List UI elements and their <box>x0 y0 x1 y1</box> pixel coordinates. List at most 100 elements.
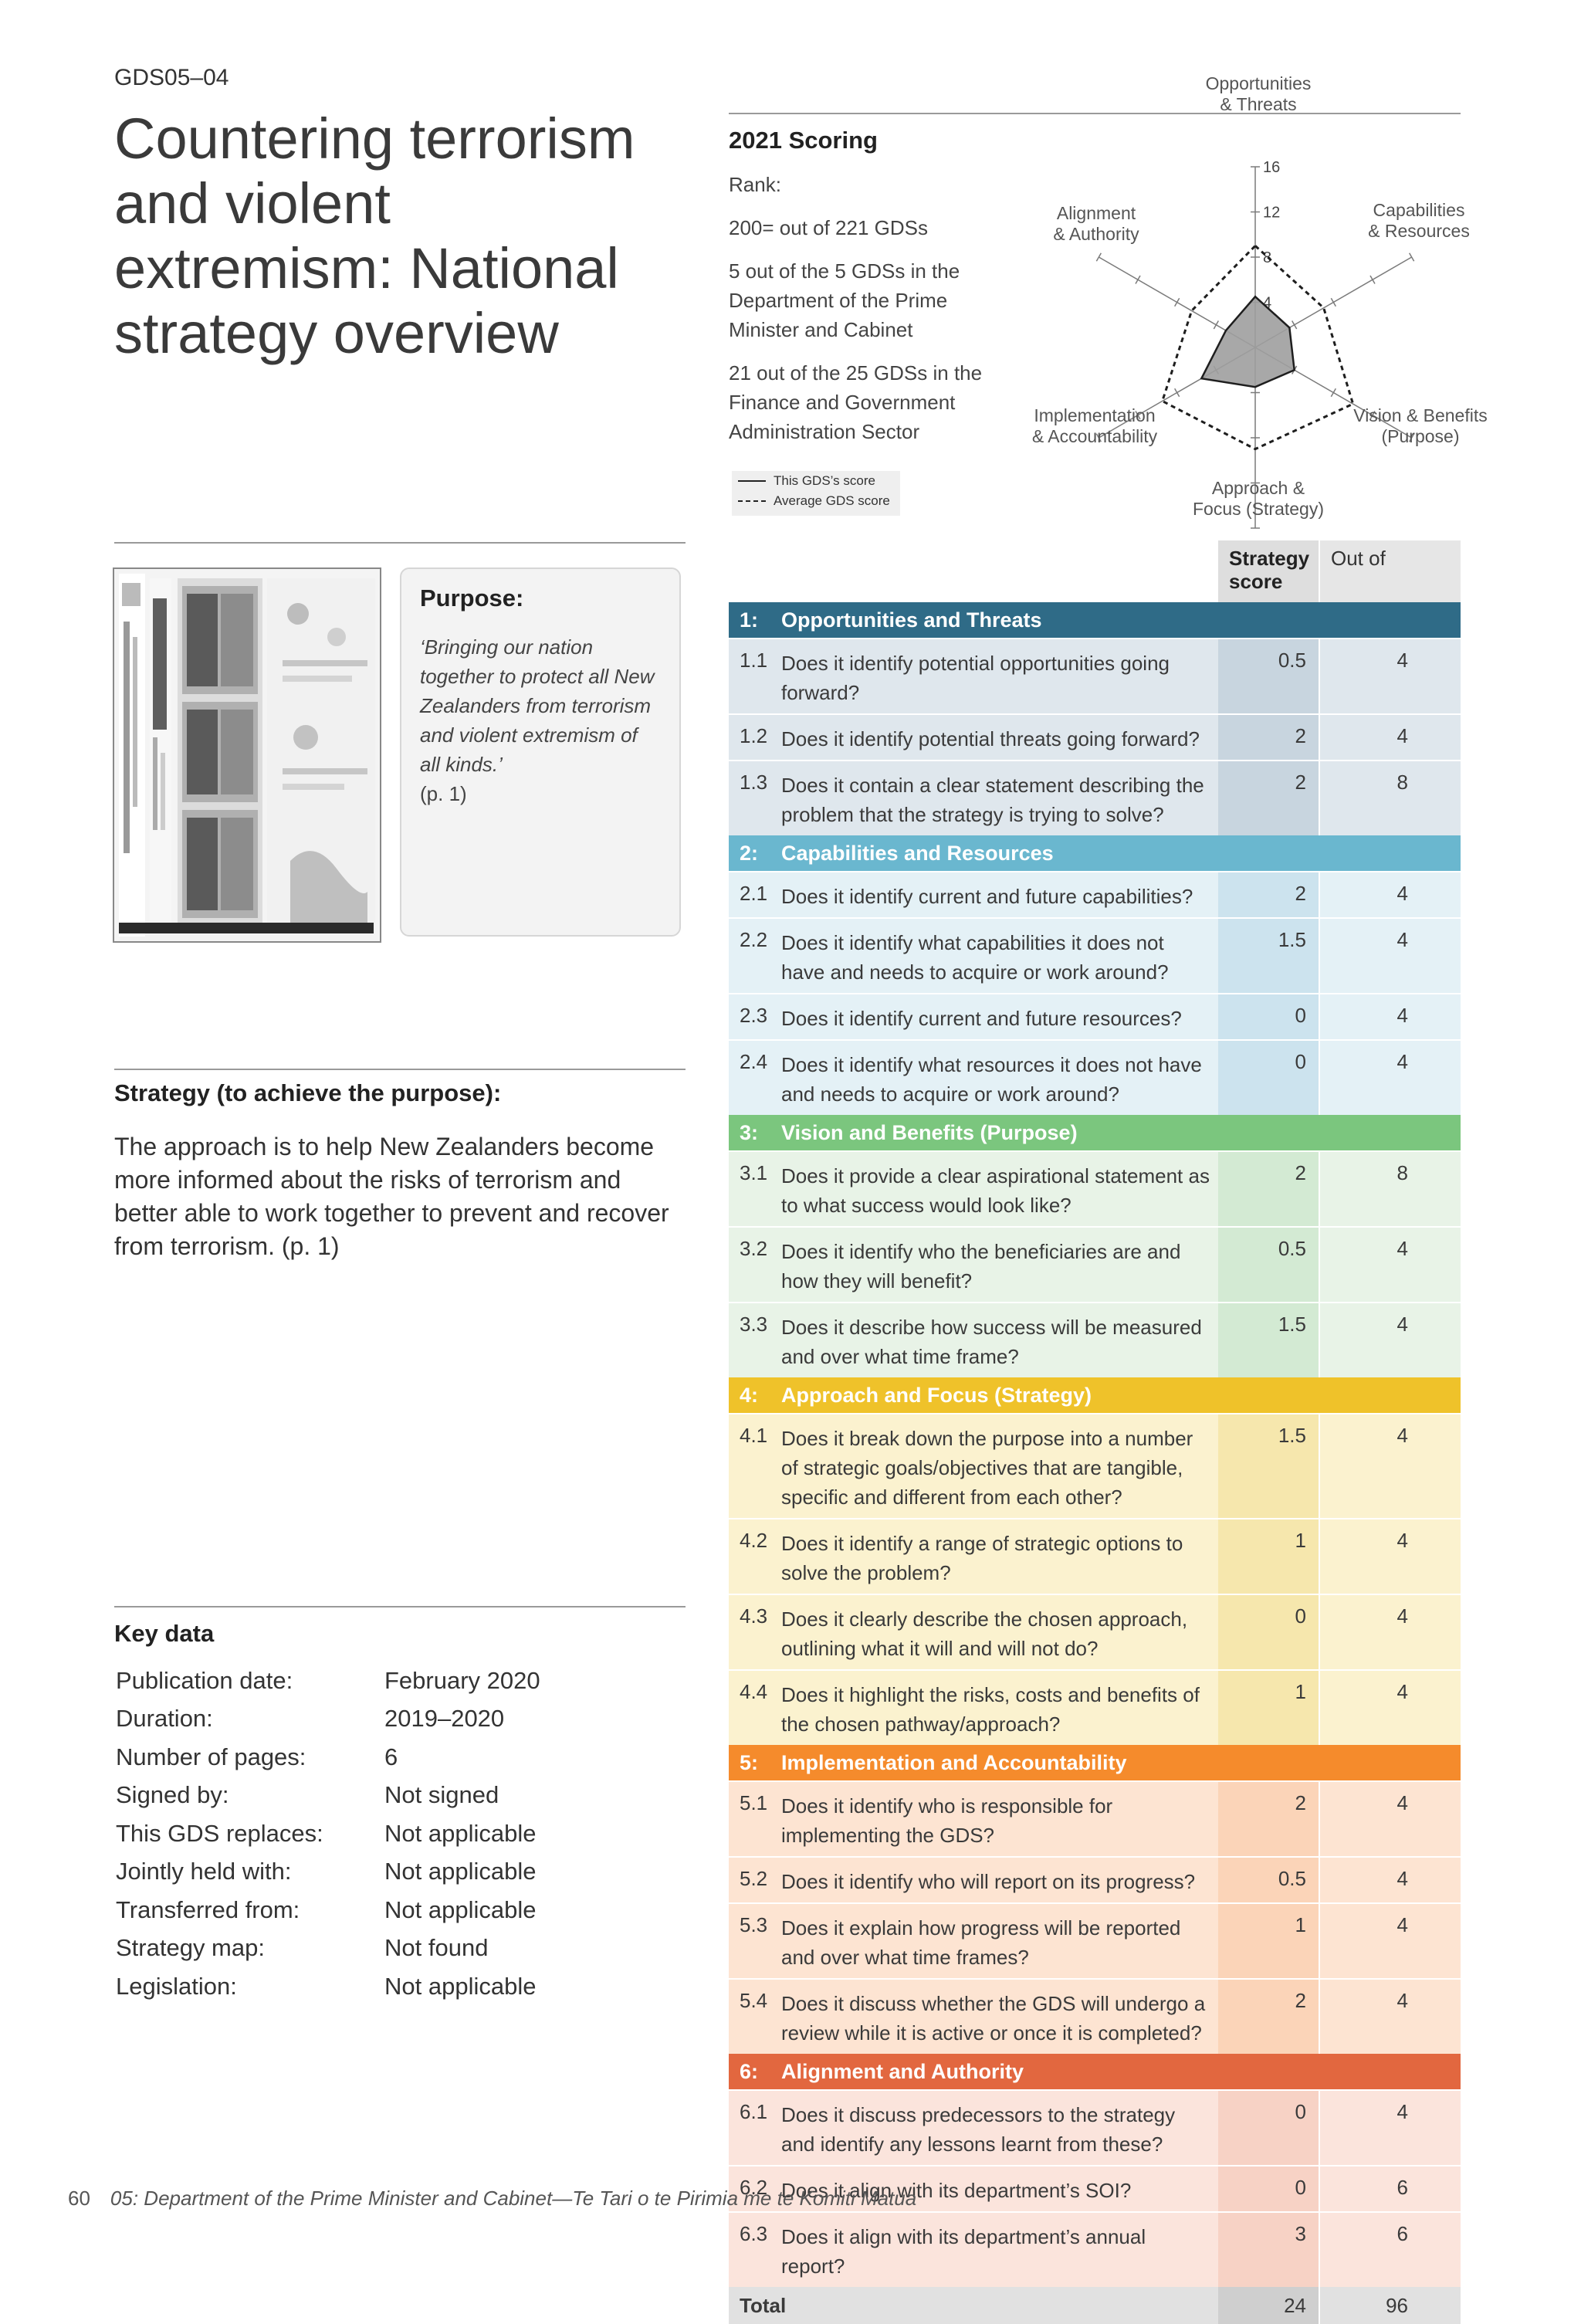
section-title: Capabilities and Resources <box>781 841 1054 865</box>
key-data-row: Signed by: Not signed <box>116 1777 672 1815</box>
radar-axis-label: Implementation & Accountability <box>1032 405 1158 446</box>
table-row: 5.1 Does it identify who is responsible f… <box>729 1780 1461 1857</box>
rank-label: Rank: <box>729 173 781 196</box>
radar-tick-mark <box>1095 252 1102 262</box>
section-header-row: 2: Capabilities and Resources <box>729 835 1461 872</box>
cell-gap <box>1319 1594 1320 1670</box>
key-data-value: Not applicable <box>384 1972 537 2000</box>
section-title: Opportunities and Threats <box>781 608 1042 632</box>
out-of-score: 4 <box>1320 1856 1419 1903</box>
strategy-score: 2 <box>1218 1978 1319 2054</box>
cell-pad <box>1419 2089 1461 2166</box>
total-score: 24 <box>1218 2287 1319 2324</box>
cell-pad <box>1419 1594 1461 1670</box>
table-row: 1.2 Does it identify potential threats go… <box>729 713 1461 761</box>
score-table-container: Strategy score Out of 1: Opportunities an… <box>729 540 1461 2324</box>
cell-gap <box>1319 1902 1320 1979</box>
column-header-out-of: Out of <box>1320 540 1461 602</box>
question-number: 2.1 <box>729 871 781 918</box>
question-text: Does it highlight the risks, costs and b… <box>781 1669 1218 1745</box>
question-text: Does it discuss whether the GDS will und… <box>781 1978 1218 2054</box>
key-data-label: Number of pages: <box>116 1743 306 1770</box>
question-text: Does it identify potential threats going… <box>781 713 1218 761</box>
radar-tick-mark <box>1174 297 1180 307</box>
question-text: Does it break down the purpose into a nu… <box>781 1413 1218 1519</box>
cell-pad <box>1419 2211 1461 2287</box>
out-of-score: 4 <box>1320 1902 1419 1979</box>
strategy-score: 3 <box>1218 2211 1319 2287</box>
cell-pad <box>1419 2165 1461 2212</box>
out-of-score: 4 <box>1320 1413 1419 1519</box>
radar-axis-label-line: & Accountability <box>1032 426 1158 446</box>
key-data-value: February 2020 <box>384 1666 540 1694</box>
question-text: Does it explain how progress will be rep… <box>781 1902 1218 1979</box>
question-text: Does it discuss predecessors to the stra… <box>781 2089 1218 2166</box>
table-row: 3.3 Does it describe how success will be … <box>729 1302 1461 1377</box>
section-number: 3: <box>740 1120 759 1144</box>
question-text: Does it describe how success will be mea… <box>781 1302 1218 1377</box>
purpose-page-ref: (p. 1) <box>420 782 467 805</box>
cell-pad <box>1419 1150 1461 1227</box>
question-text: Does it identify what capabilities it do… <box>781 917 1218 994</box>
radar-axis-label-line: & Resources <box>1368 221 1470 241</box>
strategy-score: 0 <box>1218 2165 1319 2212</box>
cell-pad <box>1419 638 1461 714</box>
cell-gap <box>1319 1669 1320 1745</box>
key-data-list: Publication date: February 2020 Duration: 2… <box>116 1662 672 2006</box>
question-number: 3.2 <box>729 1226 781 1303</box>
radar-axis-label-line: Implementation <box>1034 405 1155 425</box>
table-row: 2.3 Does it identify current and future r… <box>729 993 1461 1040</box>
legend-item-this: This GDS’s score <box>732 471 900 491</box>
question-text: Does it identify who will report on its … <box>781 1856 1218 1903</box>
table-row: 2.1 Does it identify current and future c… <box>729 871 1461 918</box>
cell-pad <box>1419 2287 1461 2324</box>
strategy-score: 1.5 <box>1218 1413 1319 1519</box>
key-data-label: Signed by: <box>116 1781 229 1809</box>
out-of-score: 8 <box>1320 760 1419 835</box>
key-data-label: Duration: <box>116 1705 213 1733</box>
radar-tick-label: 4 <box>1263 295 1271 312</box>
purpose-quote: ‘Bringing our nation together to protect… <box>420 635 655 776</box>
question-text: Does it identify who the beneficiaries a… <box>781 1226 1218 1303</box>
strategy-score: 2 <box>1218 1150 1319 1227</box>
radar-tick-mark <box>1330 297 1336 307</box>
strategy-score: 1.5 <box>1218 917 1319 994</box>
page-title: Countering terrorism and violent extremi… <box>114 107 635 365</box>
radar-tick-label: 16 <box>1263 159 1280 176</box>
total-label: Total <box>729 2287 1218 2324</box>
section-header-row: 1: Opportunities and Threats <box>729 602 1461 639</box>
purpose-heading: Purpose: <box>420 584 524 611</box>
table-row: 3.1 Does it provide a clear aspirational … <box>729 1150 1461 1227</box>
radar-axis-label-line: & Threats <box>1220 94 1296 114</box>
key-data-heading: Key data <box>114 1620 215 1647</box>
cell-pad <box>1419 1978 1461 2054</box>
radar-axis-label: Opportunities & Threats <box>1206 73 1312 114</box>
question-text: Does it identify what resources it does … <box>781 1039 1218 1115</box>
key-data-value: Not applicable <box>384 1895 537 1923</box>
question-number: 2.4 <box>729 1039 781 1115</box>
out-of-score: 4 <box>1320 1978 1419 2054</box>
radar-tick-mark <box>1174 388 1180 398</box>
key-data-value: Not found <box>384 1934 489 1962</box>
radar-tick-mark <box>1135 275 1141 284</box>
radar-axis-label-line: (Purpose) <box>1382 426 1460 446</box>
scoring-heading: 2021 Scoring <box>729 127 878 154</box>
table-row: 5.4 Does it discuss whether the GDS will … <box>729 1978 1461 2054</box>
legend-item-average: Average GDS score <box>732 491 900 511</box>
table-row: 4.3 Does it clearly describe the chosen a… <box>729 1594 1461 1670</box>
cell-gap <box>1319 713 1320 761</box>
out-of-score: 4 <box>1320 917 1419 994</box>
question-number: 1.1 <box>729 638 781 714</box>
radar-tick-mark <box>1095 433 1102 442</box>
strategy-heading: Strategy (to achieve the purpose): <box>114 1079 502 1106</box>
strategy-score: 0 <box>1218 1039 1319 1115</box>
strategy-score: 1 <box>1218 1518 1319 1594</box>
question-number: 3.1 <box>729 1150 781 1227</box>
cell-gap <box>1319 1856 1320 1903</box>
key-data-row: This GDS replaces: Not applicable <box>116 1814 672 1853</box>
cell-gap <box>1319 2089 1320 2166</box>
cell-pad <box>1419 1518 1461 1594</box>
key-data-label: Legislation: <box>116 1972 237 2000</box>
question-number: 5.4 <box>729 1978 781 2054</box>
